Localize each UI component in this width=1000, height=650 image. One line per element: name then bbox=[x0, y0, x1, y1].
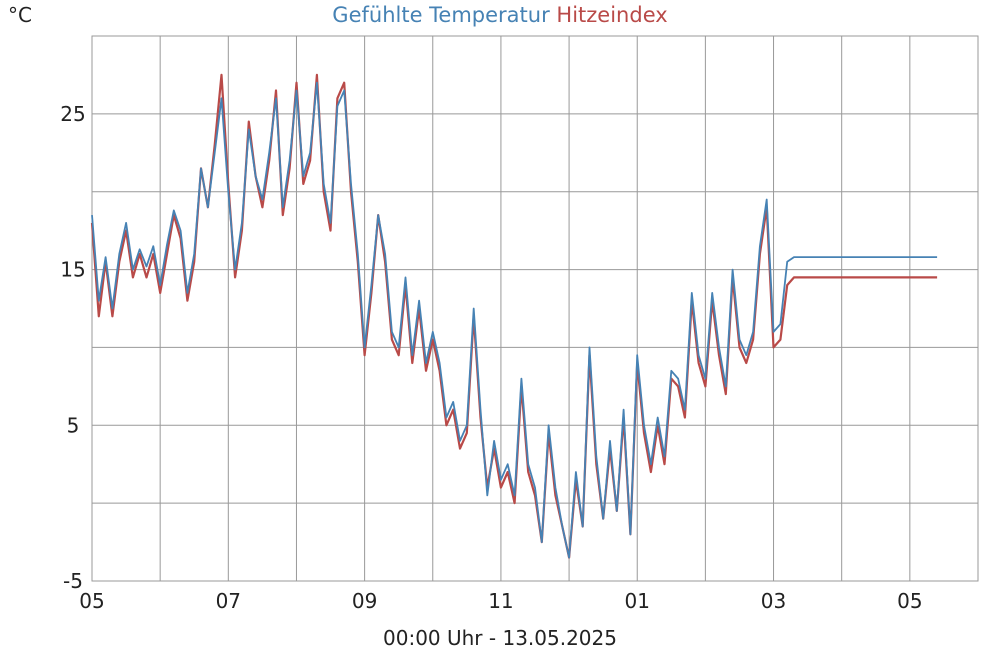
series-line-0 bbox=[91, 81, 938, 559]
x-tick-label-12: 05 bbox=[897, 589, 922, 613]
y-axis-ticks: -5 5 15 25 bbox=[60, 102, 85, 593]
legend-series-1: Hitzeindex bbox=[556, 3, 667, 27]
plot-frame bbox=[91, 35, 979, 582]
legend: Gefühlte Temperatur Hitzeindex bbox=[332, 3, 667, 27]
y-tick-label-2: 15 bbox=[60, 258, 85, 282]
x-tick-label-4: 09 bbox=[352, 589, 377, 613]
x-axis-ticks: 05 07 09 11 01 03 05 bbox=[79, 589, 922, 613]
series-layer bbox=[90, 73, 938, 559]
legend-series-0: Gefühlte Temperatur bbox=[332, 3, 550, 27]
y-tick-label-0: -5 bbox=[63, 569, 83, 593]
x-tick-label-0: 05 bbox=[79, 589, 104, 613]
y-tick-label-3: 25 bbox=[60, 102, 85, 126]
y-tick-label-1: 5 bbox=[67, 413, 80, 437]
unit-label: °C bbox=[8, 3, 32, 27]
x-tick-label-8: 01 bbox=[625, 589, 650, 613]
x-tick-label-10: 03 bbox=[761, 589, 786, 613]
footer-timestamp: 00:00 Uhr - 13.05.2025 bbox=[383, 626, 617, 650]
x-tick-label-2: 07 bbox=[216, 589, 241, 613]
x-tick-label-6: 11 bbox=[488, 589, 513, 613]
